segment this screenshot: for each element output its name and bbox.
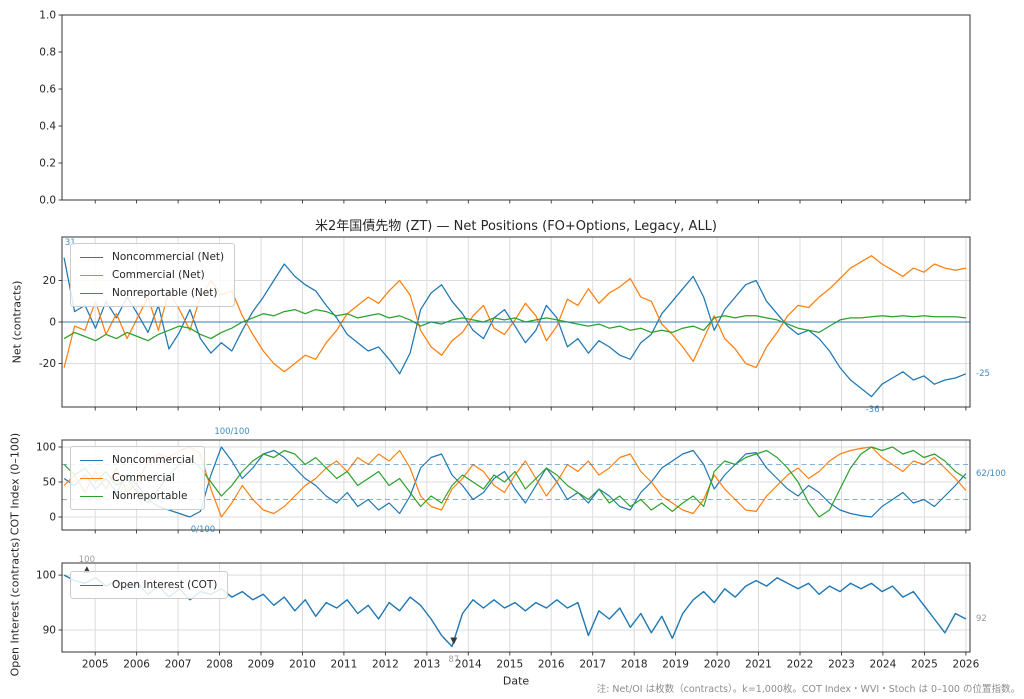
legend-item: Commercial (Net) xyxy=(80,266,224,284)
x-tick-label: 2022 xyxy=(787,659,814,671)
annotation-100: 100 xyxy=(78,555,95,566)
axes-spine xyxy=(61,562,971,653)
y-tick-label: 20 xyxy=(43,275,56,287)
annotation-0-100: 0/100 xyxy=(190,524,216,535)
x-tick-label: 2024 xyxy=(870,659,897,671)
annotation-marker-down xyxy=(450,637,458,645)
x-tick-label: 2007 xyxy=(165,659,192,671)
x-tick-label: 2023 xyxy=(828,659,855,671)
legend-swatch-line xyxy=(80,256,103,258)
y-tick-label: -20 xyxy=(39,358,56,370)
x-tick-label: 2016 xyxy=(538,659,565,671)
xlabel-date: Date xyxy=(502,674,530,688)
x-tick-label: 2013 xyxy=(414,659,441,671)
legend-label: Commercial xyxy=(112,472,175,484)
legend-item: Nonreportable xyxy=(80,487,194,505)
legend-swatch-line xyxy=(80,274,103,276)
y-tick-label: 50 xyxy=(43,477,56,489)
x-tick-label: 2005 xyxy=(82,659,109,671)
x-tick-label: 2015 xyxy=(496,659,523,671)
legend-swatch-line xyxy=(80,459,103,461)
legend-net-positions: Noncommercial (Net) Commercial (Net) Nonre… xyxy=(70,243,236,307)
x-tick-label: 2008 xyxy=(206,659,233,671)
axes-spine xyxy=(61,14,971,201)
annotation-62-100: 62/100 xyxy=(976,468,1006,479)
x-tick-label: 2018 xyxy=(621,659,648,671)
annotation-36: -36 xyxy=(865,404,880,415)
footnote: 注: Net/OI は枚数（contracts）。k=1,000枚。COT In… xyxy=(596,684,1020,695)
y-tick-label: 0 xyxy=(49,512,56,524)
x-tick-label: 2006 xyxy=(123,659,150,671)
y-tick-label: 100 xyxy=(36,442,56,454)
y-tick-label: 0.8 xyxy=(39,47,56,59)
legend-label: Commercial (Net) xyxy=(112,269,205,281)
legend-label: Open Interest (COT) xyxy=(112,579,218,591)
legend-cot-index: Noncommercial Commercial Nonreportable xyxy=(70,446,206,510)
legend-open-interest: Open Interest (COT) xyxy=(70,571,229,599)
ylabel-open-interest: Open Interest (contracts) xyxy=(8,537,22,677)
legend-label: Nonreportable xyxy=(112,490,188,502)
x-tick-label: 2009 xyxy=(248,659,275,671)
y-tick-label: 0.4 xyxy=(39,121,56,133)
x-tick-label: 2012 xyxy=(372,659,399,671)
series-line-noncommercial xyxy=(63,446,967,518)
legend-label: Nonreportable (Net) xyxy=(112,287,218,299)
ylabel-cot-index: COT Index (0–100) xyxy=(8,432,22,536)
x-tick-label: 2010 xyxy=(289,659,316,671)
x-tick-label: 2020 xyxy=(704,659,731,671)
x-tick-label: 2014 xyxy=(455,659,482,671)
annotation-100-100: 100/100 xyxy=(214,426,250,437)
y-tick-label: 90 xyxy=(43,625,56,637)
ylabel-net-contracts: Net (contracts) xyxy=(10,280,24,364)
annotation-92: 92 xyxy=(976,614,987,625)
legend-item: Noncommercial xyxy=(80,451,194,469)
y-tick-label: 0.6 xyxy=(39,84,56,96)
x-tick-label: 2019 xyxy=(662,659,689,671)
series-line-commercial xyxy=(63,446,967,518)
y-tick-label: 100 xyxy=(36,570,56,582)
x-tick-label: 2017 xyxy=(579,659,606,671)
x-tick-label: 2026 xyxy=(953,659,980,671)
legend-label: Noncommercial xyxy=(112,454,195,466)
legend-swatch-line xyxy=(80,292,103,294)
y-tick-label: 0.0 xyxy=(39,195,56,207)
x-tick-label: 2021 xyxy=(745,659,772,671)
y-tick-label: 0 xyxy=(49,317,56,329)
annotation-25: -25 xyxy=(976,368,990,379)
legend-swatch-line xyxy=(80,495,103,497)
chart-title: 米2年国債先物 (ZT) — Net Positions (FO+Options… xyxy=(314,219,718,234)
series-line-nonreportable xyxy=(63,446,967,518)
x-tick-label: 2025 xyxy=(911,659,938,671)
legend-item: Noncommercial (Net) xyxy=(80,248,224,266)
series-line-noncommercial-net xyxy=(63,257,967,398)
legend-label: Noncommercial (Net) xyxy=(112,251,225,263)
annotation-87: 87 xyxy=(448,654,460,665)
series-line-nonreportable-net xyxy=(63,308,966,342)
y-tick-label: 0.2 xyxy=(39,158,56,170)
y-tick-label: 1.0 xyxy=(39,10,56,22)
axes-spine xyxy=(61,439,971,531)
legend-item: Nonreportable (Net) xyxy=(80,284,224,302)
x-tick-label: 2011 xyxy=(331,659,358,671)
legend-swatch-line xyxy=(80,584,103,586)
legend-item: Commercial xyxy=(80,469,194,487)
legend-item: Open Interest (COT) xyxy=(80,576,217,594)
annotation-31: 31 xyxy=(65,238,76,248)
legend-swatch-line xyxy=(80,477,103,479)
